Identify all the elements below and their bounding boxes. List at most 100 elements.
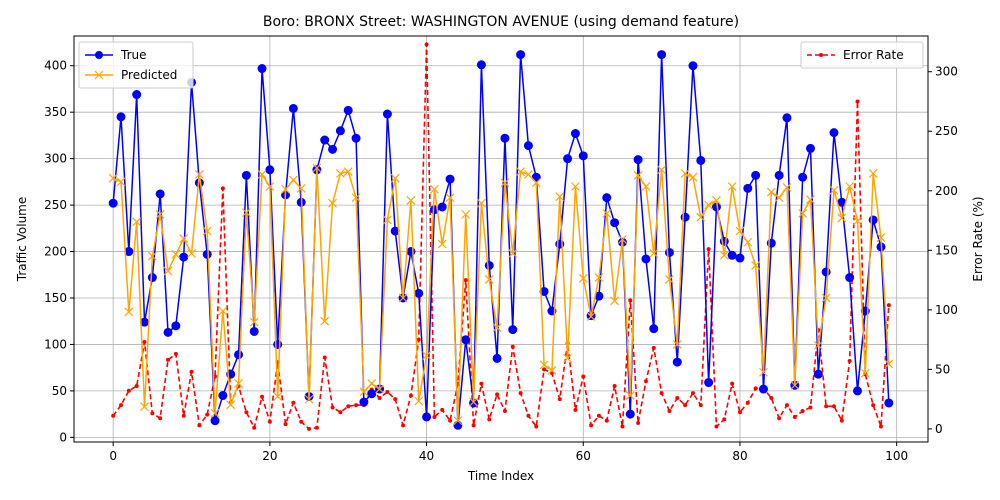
true-point xyxy=(884,398,894,408)
true-point xyxy=(328,144,338,154)
predicted-point xyxy=(210,408,220,418)
true-point xyxy=(798,172,808,182)
error-rate-point xyxy=(299,419,304,424)
true-point xyxy=(234,350,244,360)
true-point xyxy=(179,252,189,262)
predicted-point xyxy=(657,165,667,175)
predicted-point xyxy=(508,248,518,258)
error-rate-point xyxy=(855,99,860,104)
predicted-point xyxy=(124,307,134,317)
predicted-point xyxy=(351,193,361,203)
predicted-point xyxy=(406,196,416,205)
true-point xyxy=(829,128,839,138)
error-rate-point xyxy=(651,345,656,350)
true-point xyxy=(508,325,518,335)
predicted-point xyxy=(288,175,298,185)
true-point xyxy=(116,112,126,122)
x-tick-label: 100 xyxy=(885,449,908,463)
error-rate-point xyxy=(432,414,437,419)
error-rate-point xyxy=(416,337,421,342)
error-rate-point xyxy=(824,404,829,409)
true-point xyxy=(657,50,667,60)
error-rate-point xyxy=(181,413,186,418)
true-point xyxy=(484,260,494,270)
predicted-point xyxy=(516,167,526,177)
error-rate-point xyxy=(495,392,500,397)
predicted-point xyxy=(320,316,330,326)
true-point xyxy=(774,170,784,180)
error-rate-point xyxy=(878,424,883,429)
predicted-point xyxy=(523,170,533,179)
error-rate-point xyxy=(753,386,758,391)
predicted-point xyxy=(860,368,870,378)
legend-label-true: True xyxy=(120,48,147,62)
predicted-point xyxy=(806,195,815,204)
y-tick-label: 250 xyxy=(44,198,67,212)
error-rate-point xyxy=(322,355,327,360)
error-rate-point xyxy=(393,397,398,402)
predicted-point xyxy=(335,169,345,178)
error-rate-point xyxy=(424,42,429,47)
true-point xyxy=(563,154,573,164)
y2-tick-label: 250 xyxy=(935,124,958,138)
true-point xyxy=(805,143,815,153)
error-rate-point xyxy=(502,409,507,414)
error-rate-point xyxy=(573,407,578,412)
error-rate-point xyxy=(714,424,719,429)
predicted-point xyxy=(116,177,126,187)
error-rate-point xyxy=(377,395,382,400)
predicted-point xyxy=(618,235,627,244)
error-rate-point xyxy=(111,413,116,418)
error-rate-point xyxy=(847,359,852,364)
error-rate-point xyxy=(604,418,609,423)
error-rate-point xyxy=(808,405,813,410)
true-point xyxy=(672,357,682,367)
true-point xyxy=(461,335,471,345)
predicted-point xyxy=(437,239,447,249)
predicted-point xyxy=(610,296,620,306)
predicted-point xyxy=(727,182,737,191)
predicted-point xyxy=(696,212,706,222)
error-rate-point xyxy=(401,423,406,428)
predicted-point xyxy=(571,182,580,191)
error-rate-point xyxy=(338,410,343,415)
error-rate-point xyxy=(745,400,750,405)
true-point xyxy=(868,215,878,225)
error-rate-point xyxy=(487,417,492,422)
predicted-point xyxy=(680,169,690,178)
true-point xyxy=(249,326,259,336)
plot-frame xyxy=(73,35,929,443)
y-tick-label: 400 xyxy=(44,59,67,73)
true-point xyxy=(570,129,580,139)
error-rate-point xyxy=(800,409,805,414)
error-rate-point xyxy=(886,303,891,308)
predicted-point xyxy=(813,340,823,350)
error-rate-point xyxy=(620,424,625,429)
x-axis-label: Time Index xyxy=(467,469,534,483)
predicted-point xyxy=(641,182,651,191)
predicted-point xyxy=(766,187,776,197)
legend-right: Error Rate xyxy=(800,41,924,69)
error-rate-point xyxy=(722,417,727,422)
predicted-point xyxy=(218,306,228,316)
error-rate-point xyxy=(260,394,265,399)
true-point xyxy=(649,324,659,334)
error-rate-point xyxy=(197,423,202,428)
predicted-point xyxy=(876,233,886,243)
predicted-point xyxy=(147,251,157,261)
true-point xyxy=(782,113,792,123)
error-rate-point xyxy=(589,423,594,428)
predicted-point xyxy=(774,193,784,203)
error-rate-point xyxy=(612,384,617,389)
predicted-point xyxy=(586,312,596,322)
true-point xyxy=(218,391,228,401)
predicted-point xyxy=(704,200,714,210)
predicted-point xyxy=(625,391,635,400)
x-tick-label: 40 xyxy=(419,449,434,463)
predicted-point xyxy=(249,317,259,327)
error-rate-point xyxy=(244,410,249,415)
predicted-point xyxy=(712,196,721,205)
true-point xyxy=(845,273,855,283)
predicted-point xyxy=(484,274,494,284)
error-rate-point xyxy=(119,403,124,408)
